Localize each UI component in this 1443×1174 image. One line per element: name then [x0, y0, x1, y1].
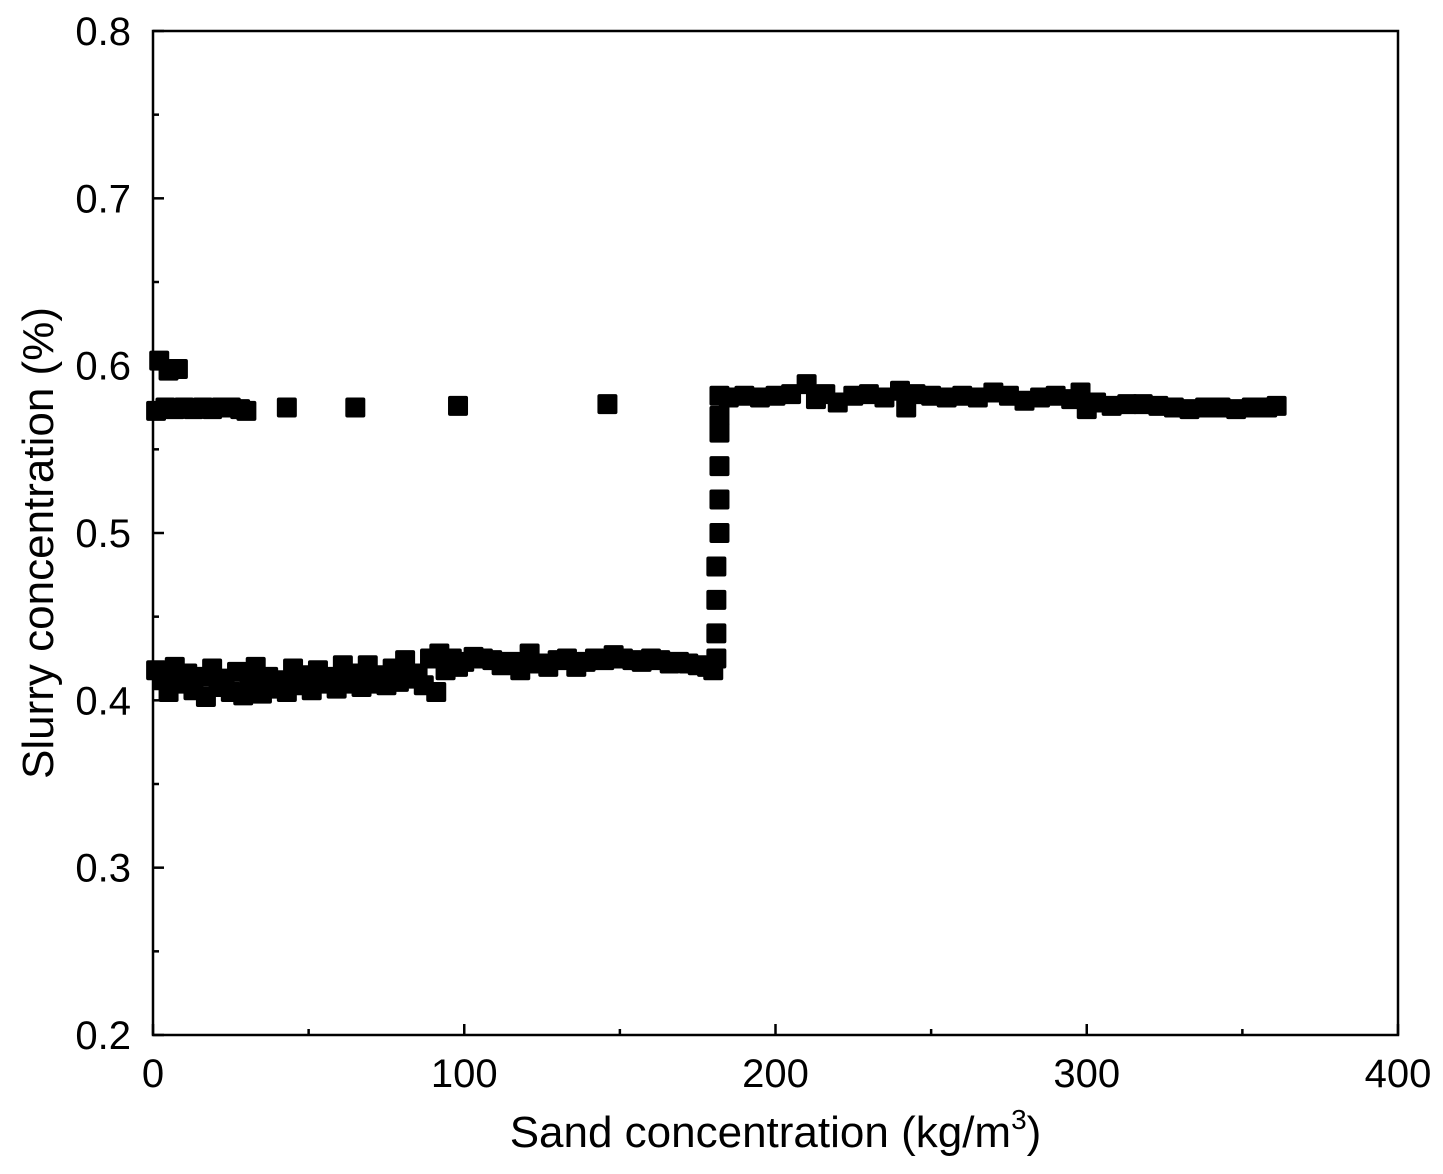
y-axis-title: Slurry concentration (%) — [14, 307, 63, 779]
labels-layer: 0 100 200 300 400 0.2 0.3 0.4 0.5 0.6 0.7 0.8 — [75, 10, 1431, 1096]
y-tick-label: 0.2 — [75, 1014, 131, 1058]
markers-layer — [146, 350, 1287, 707]
x-tick-label: 400 — [1365, 1052, 1432, 1096]
x-axis-title-end: ) — [1027, 1108, 1042, 1157]
data-point — [597, 394, 618, 415]
data-point — [1179, 399, 1200, 420]
data-point — [749, 387, 770, 408]
data-point — [921, 385, 942, 406]
data-point — [276, 397, 297, 418]
data-point — [1030, 387, 1051, 408]
data-point — [167, 359, 188, 380]
data-point — [998, 385, 1019, 406]
data-point — [1117, 394, 1138, 415]
data-point — [706, 648, 727, 669]
data-point — [1148, 395, 1169, 416]
x-axis-title-main: Sand concentration (kg/m — [510, 1108, 1011, 1157]
data-point — [967, 387, 988, 408]
data-point — [706, 556, 727, 577]
ticks-layer — [151, 29, 1400, 1037]
data-point — [706, 623, 727, 644]
data-point — [1132, 394, 1153, 415]
y-tick-label: 0.3 — [75, 847, 131, 891]
data-point — [709, 523, 730, 543]
data-point — [1163, 397, 1184, 418]
data-point — [781, 384, 802, 405]
data-point — [1210, 397, 1231, 418]
data-point — [983, 382, 1004, 403]
data-point — [843, 385, 864, 406]
data-point — [874, 387, 895, 408]
data-point — [345, 397, 366, 418]
data-point — [1266, 395, 1287, 416]
y-tick-label: 0.5 — [75, 512, 131, 556]
data-point — [1101, 395, 1122, 416]
data-point — [1226, 399, 1247, 420]
data-point — [1045, 385, 1066, 406]
data-point — [510, 660, 531, 681]
x-axis-title-superscript: 3 — [1011, 1104, 1027, 1135]
data-point — [858, 384, 879, 405]
data-point — [448, 395, 469, 416]
plot-frame — [151, 29, 1400, 1037]
y-tick-label: 0.8 — [75, 10, 131, 54]
y-tick-label: 0.6 — [75, 345, 131, 389]
data-point — [734, 385, 755, 406]
data-point — [1241, 397, 1262, 418]
data-point — [1070, 382, 1091, 403]
data-point — [952, 385, 973, 406]
x-tick-label: 0 — [142, 1052, 164, 1096]
x-tick-label: 200 — [742, 1052, 809, 1096]
data-point — [890, 380, 910, 401]
y-tick-label: 0.7 — [75, 177, 131, 221]
data-point — [827, 392, 848, 413]
data-point — [236, 400, 257, 421]
data-point — [706, 589, 727, 610]
x-axis-title: Sand concentration (kg/m3) — [510, 1104, 1042, 1157]
data-point — [709, 456, 730, 477]
data-point — [765, 385, 786, 406]
data-point — [709, 489, 730, 510]
data-point — [718, 387, 739, 408]
data-point — [709, 405, 730, 426]
y-tick-label: 0.4 — [75, 679, 131, 723]
data-point — [1014, 390, 1035, 411]
data-point — [426, 681, 447, 702]
data-point — [1086, 392, 1107, 413]
data-point — [709, 422, 730, 443]
x-tick-label: 100 — [431, 1052, 498, 1096]
data-point — [936, 387, 957, 408]
data-point — [796, 374, 817, 395]
data-point — [1195, 397, 1216, 418]
data-point — [905, 384, 926, 405]
x-tick-label: 300 — [1053, 1052, 1120, 1096]
